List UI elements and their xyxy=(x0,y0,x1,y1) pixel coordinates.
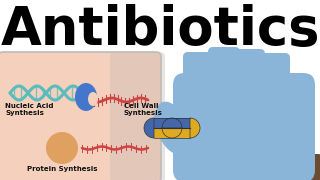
Wedge shape xyxy=(162,128,182,138)
Text: Cell Wall
Synthesis: Cell Wall Synthesis xyxy=(124,103,163,116)
FancyBboxPatch shape xyxy=(0,52,161,180)
Wedge shape xyxy=(144,118,154,138)
Ellipse shape xyxy=(88,92,98,106)
Text: Protein Synthesis: Protein Synthesis xyxy=(27,166,97,172)
FancyBboxPatch shape xyxy=(110,52,165,180)
FancyBboxPatch shape xyxy=(183,52,215,102)
Wedge shape xyxy=(190,118,200,138)
FancyBboxPatch shape xyxy=(208,47,240,101)
FancyBboxPatch shape xyxy=(233,49,265,101)
Ellipse shape xyxy=(155,102,189,154)
Bar xyxy=(154,128,190,138)
Wedge shape xyxy=(162,118,182,128)
FancyBboxPatch shape xyxy=(173,73,315,180)
Ellipse shape xyxy=(201,100,255,140)
Ellipse shape xyxy=(75,83,97,111)
FancyBboxPatch shape xyxy=(258,53,290,101)
Text: Nucleic Acid
Synthesis: Nucleic Acid Synthesis xyxy=(5,103,53,116)
Circle shape xyxy=(46,132,78,164)
Ellipse shape xyxy=(154,107,172,129)
Text: Antibiotics: Antibiotics xyxy=(0,4,320,56)
FancyBboxPatch shape xyxy=(206,154,320,180)
FancyBboxPatch shape xyxy=(192,92,308,173)
Bar xyxy=(154,118,190,128)
